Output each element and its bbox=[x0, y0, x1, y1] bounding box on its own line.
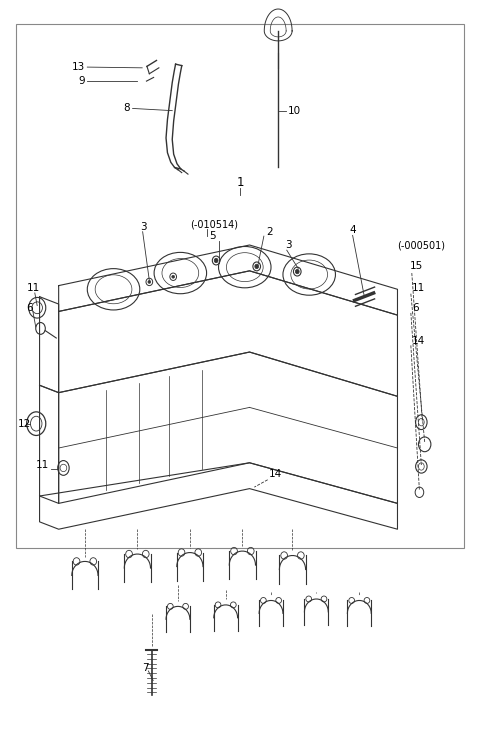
Text: 10: 10 bbox=[288, 106, 301, 116]
Ellipse shape bbox=[29, 297, 46, 318]
Text: 5: 5 bbox=[209, 231, 216, 241]
Text: 11: 11 bbox=[412, 283, 425, 293]
Text: 6: 6 bbox=[27, 303, 33, 313]
Bar bbox=[16, 24, 464, 548]
Text: 12: 12 bbox=[18, 419, 31, 428]
Text: 3: 3 bbox=[285, 240, 292, 250]
Text: 1: 1 bbox=[236, 176, 244, 189]
Ellipse shape bbox=[172, 275, 175, 278]
Ellipse shape bbox=[214, 259, 218, 263]
Text: 14: 14 bbox=[412, 336, 425, 346]
Text: 11: 11 bbox=[36, 460, 49, 470]
Ellipse shape bbox=[255, 265, 259, 269]
Text: 9: 9 bbox=[78, 76, 85, 86]
Text: 3: 3 bbox=[140, 222, 146, 231]
Ellipse shape bbox=[295, 270, 299, 273]
Text: 14: 14 bbox=[269, 469, 282, 479]
Text: 13: 13 bbox=[72, 62, 85, 72]
Text: 2: 2 bbox=[266, 227, 273, 236]
Text: 4: 4 bbox=[350, 225, 356, 235]
Text: 8: 8 bbox=[124, 104, 130, 113]
Text: (-010514): (-010514) bbox=[190, 219, 238, 229]
Text: 7: 7 bbox=[142, 663, 149, 673]
Text: 6: 6 bbox=[412, 303, 419, 313]
Ellipse shape bbox=[27, 412, 46, 436]
Text: 11: 11 bbox=[27, 283, 40, 293]
Text: 15: 15 bbox=[409, 261, 423, 270]
Text: (-000501): (-000501) bbox=[397, 240, 445, 250]
Ellipse shape bbox=[148, 280, 151, 283]
